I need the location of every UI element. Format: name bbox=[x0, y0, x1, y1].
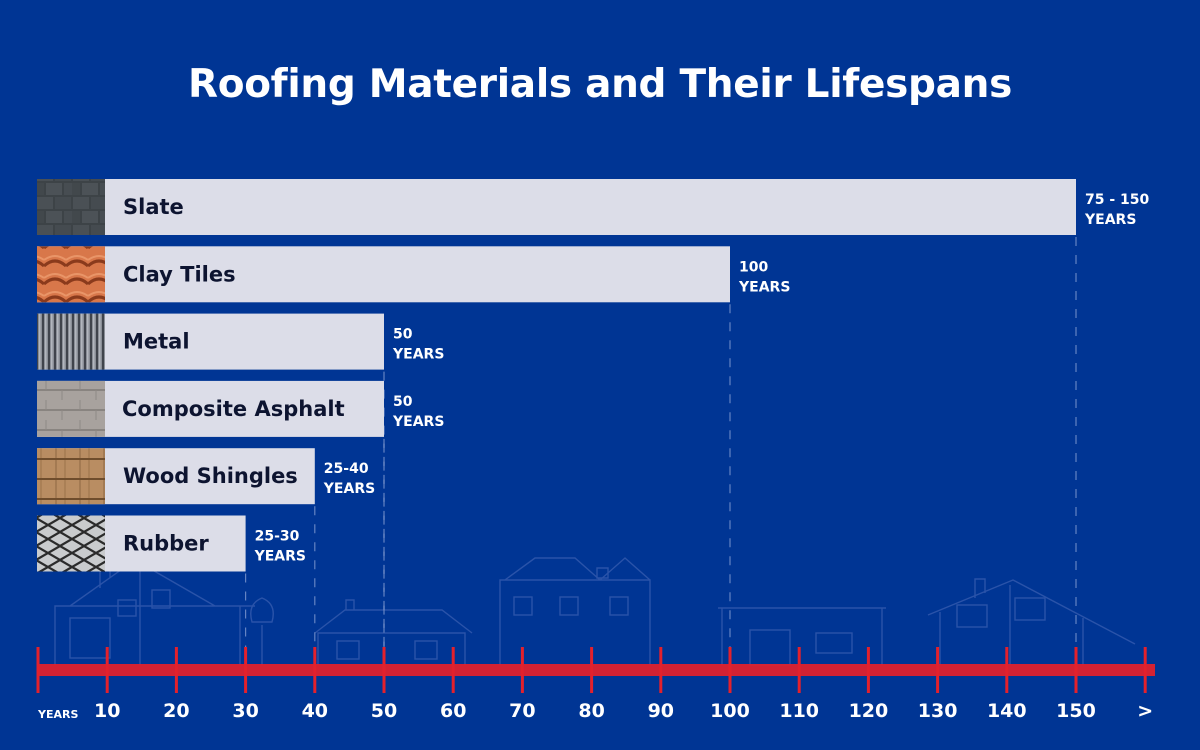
bar-label: Wood Shingles bbox=[123, 464, 298, 488]
window bbox=[956, 604, 988, 628]
tick-label: 40 bbox=[302, 700, 328, 722]
tick-label: 20 bbox=[163, 700, 189, 722]
house-outline bbox=[718, 607, 886, 665]
sliding-door bbox=[749, 629, 791, 666]
window bbox=[151, 589, 171, 609]
axis-bar bbox=[38, 664, 1155, 676]
window bbox=[117, 599, 137, 617]
value-label-unit: YEARS bbox=[392, 347, 444, 363]
slate-texture bbox=[37, 179, 105, 235]
tick-label: 70 bbox=[509, 700, 535, 722]
value-label: 25-30 bbox=[255, 529, 300, 545]
tick-label: 140 bbox=[987, 700, 1027, 722]
garage-door bbox=[69, 617, 111, 659]
tick-label: 30 bbox=[232, 700, 258, 722]
window bbox=[815, 632, 853, 654]
tick-label: 90 bbox=[648, 700, 674, 722]
value-label: 50 bbox=[393, 327, 413, 343]
bar-row: Metal 50 YEARS bbox=[37, 313, 444, 370]
metal-texture bbox=[37, 313, 105, 370]
rubber-mesh-texture bbox=[37, 515, 105, 572]
house-skyline-illustration bbox=[54, 557, 1136, 666]
house-outline bbox=[927, 578, 1136, 665]
value-label-unit: YEARS bbox=[738, 279, 790, 295]
house-outline bbox=[499, 557, 651, 665]
house-outline bbox=[314, 599, 473, 665]
value-label-unit: YEARS bbox=[392, 414, 444, 430]
window bbox=[513, 596, 533, 616]
bar-label: Composite Asphalt bbox=[122, 397, 345, 421]
clay-tile-texture bbox=[37, 246, 105, 303]
asphalt-texture bbox=[37, 380, 105, 437]
value-label: 100 bbox=[739, 259, 768, 275]
bar-row: Wood Shingles 25-40 YEARS bbox=[37, 448, 375, 505]
tick-label: 80 bbox=[578, 700, 604, 722]
tick-label: 150 bbox=[1056, 700, 1096, 722]
house-outline bbox=[54, 559, 255, 665]
bar-row: Composite Asphalt 50 YEARS bbox=[37, 380, 444, 437]
tick-label: 100 bbox=[710, 700, 750, 722]
tick-label: 110 bbox=[779, 700, 819, 722]
axis-unit-label: YEARS bbox=[37, 708, 78, 721]
bar bbox=[37, 246, 730, 303]
tick-label-end: > bbox=[1137, 700, 1153, 722]
x-axis: 10 20 30 40 50 60 70 80 90 100 110 120 130 140 150 > YEA… bbox=[36, 647, 1155, 722]
bar-row: Slate 75 - 150 YEARS bbox=[37, 179, 1150, 235]
window bbox=[414, 640, 438, 660]
window bbox=[559, 596, 579, 616]
tree-outline bbox=[250, 597, 274, 665]
bar-label: Clay Tiles bbox=[123, 262, 236, 286]
chart-title: Roofing Materials and Their Lifespans bbox=[187, 62, 1013, 107]
bar-label: Metal bbox=[123, 330, 190, 354]
tick-label: 60 bbox=[440, 700, 466, 722]
value-label-unit: YEARS bbox=[254, 549, 306, 565]
wood-shingle-texture bbox=[37, 448, 105, 505]
bar-row: Clay Tiles 100 YEARS bbox=[37, 246, 790, 303]
value-label: 25-40 bbox=[324, 461, 369, 477]
bar-row: Rubber 25-30 YEARS bbox=[37, 515, 306, 572]
gridlines bbox=[245, 237, 1077, 648]
value-label: 75 - 150 bbox=[1085, 192, 1150, 208]
value-label: 50 bbox=[393, 394, 413, 410]
bar-label: Rubber bbox=[123, 532, 209, 556]
bar bbox=[37, 179, 1076, 235]
tick-label: 50 bbox=[371, 700, 397, 722]
window bbox=[609, 596, 629, 616]
value-label-unit: YEARS bbox=[1084, 212, 1136, 228]
tick-label: 10 bbox=[94, 700, 120, 722]
window bbox=[336, 640, 360, 660]
tick-label: 120 bbox=[849, 700, 889, 722]
value-label-unit: YEARS bbox=[323, 481, 375, 497]
window bbox=[1014, 597, 1046, 621]
tick-label: 130 bbox=[918, 700, 958, 722]
bar-label: Slate bbox=[123, 195, 184, 219]
